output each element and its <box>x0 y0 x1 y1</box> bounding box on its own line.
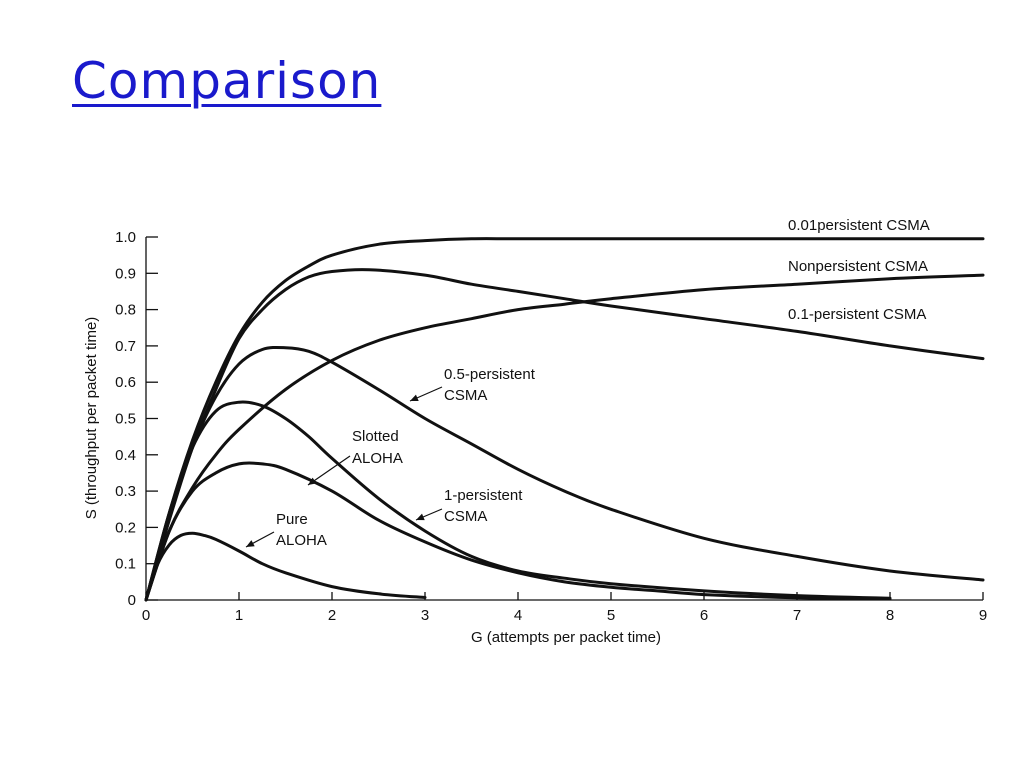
curve-nonpersistent-csma <box>144 268 985 602</box>
y-tick-label: 0.6 <box>115 374 136 391</box>
x-tick-label: 9 <box>979 607 987 624</box>
y-tick-label: 1.0 <box>115 229 136 246</box>
y-tick-label: 0.4 <box>115 447 136 464</box>
label-1-persistent-csma: 1-persistent CSMA <box>444 487 523 525</box>
x-tick-label: 7 <box>793 607 801 624</box>
curve-0-01persistent-csma <box>144 237 985 602</box>
curve-pure-aloha <box>144 531 427 602</box>
label-slotted-aloha: Slotted ALOHA <box>352 428 403 467</box>
x-tick-label: 4 <box>514 607 522 624</box>
y-tick-label: 0.9 <box>115 265 136 282</box>
y-tick-label: 0.7 <box>115 338 136 355</box>
label-0-5-persistent-csma: 0.5-persistent CSMA <box>444 366 536 404</box>
x-tick-label: 0 <box>142 607 150 624</box>
x-tick-label: 8 <box>886 607 894 624</box>
x-tick-label: 6 <box>700 607 708 624</box>
y-tick-label: 0.2 <box>115 519 136 536</box>
chart-curve-labels: 0.01persistent CSMA Nonpersistent CSMA 0.1… <box>245 217 930 549</box>
label-0-01persistent-csma: 0.01persistent CSMA <box>788 217 930 234</box>
chart-curves <box>144 237 985 602</box>
y-axis-ticks: 0 0.1 0.2 0.3 0.4 0.5 0.6 0.7 0.8 0.9 1.0 <box>115 229 158 609</box>
x-tick-label: 3 <box>421 607 429 624</box>
label-nonpersistent-csma: Nonpersistent CSMA <box>788 258 928 275</box>
y-tick-label: 0.8 <box>115 302 136 319</box>
y-tick-label: 0.1 <box>115 556 136 573</box>
y-axis-title: S (throughput per packet time) <box>83 317 100 520</box>
arrowhead-0-5-persistent-csma <box>410 394 419 401</box>
slide-title: Comparison <box>72 52 382 110</box>
y-tick-label: 0 <box>128 592 136 609</box>
y-tick-label: 0.5 <box>115 411 136 428</box>
x-tick-label: 2 <box>328 607 336 624</box>
curve-0-5-persistent-csma <box>144 345 985 602</box>
pointer-slotted-aloha <box>307 455 351 486</box>
x-tick-label: 1 <box>235 607 243 624</box>
curve-slotted-aloha <box>144 461 892 602</box>
x-tick-label: 5 <box>607 607 615 624</box>
y-tick-label: 0.3 <box>115 483 136 500</box>
curve-1-persistent-csma <box>144 400 892 602</box>
arrowhead-1-persistent-csma <box>416 513 425 521</box>
x-axis-title: G (attempts per packet time) <box>471 629 661 646</box>
label-pure-aloha: Pure ALOHA <box>276 511 327 549</box>
curve-0-1-persistent-csma <box>144 273 985 602</box>
arrowhead-pure-aloha <box>246 540 255 547</box>
arrowhead-slotted-aloha <box>308 477 317 485</box>
label-0-1-persistent-csma: 0.1-persistent CSMA <box>788 306 926 323</box>
